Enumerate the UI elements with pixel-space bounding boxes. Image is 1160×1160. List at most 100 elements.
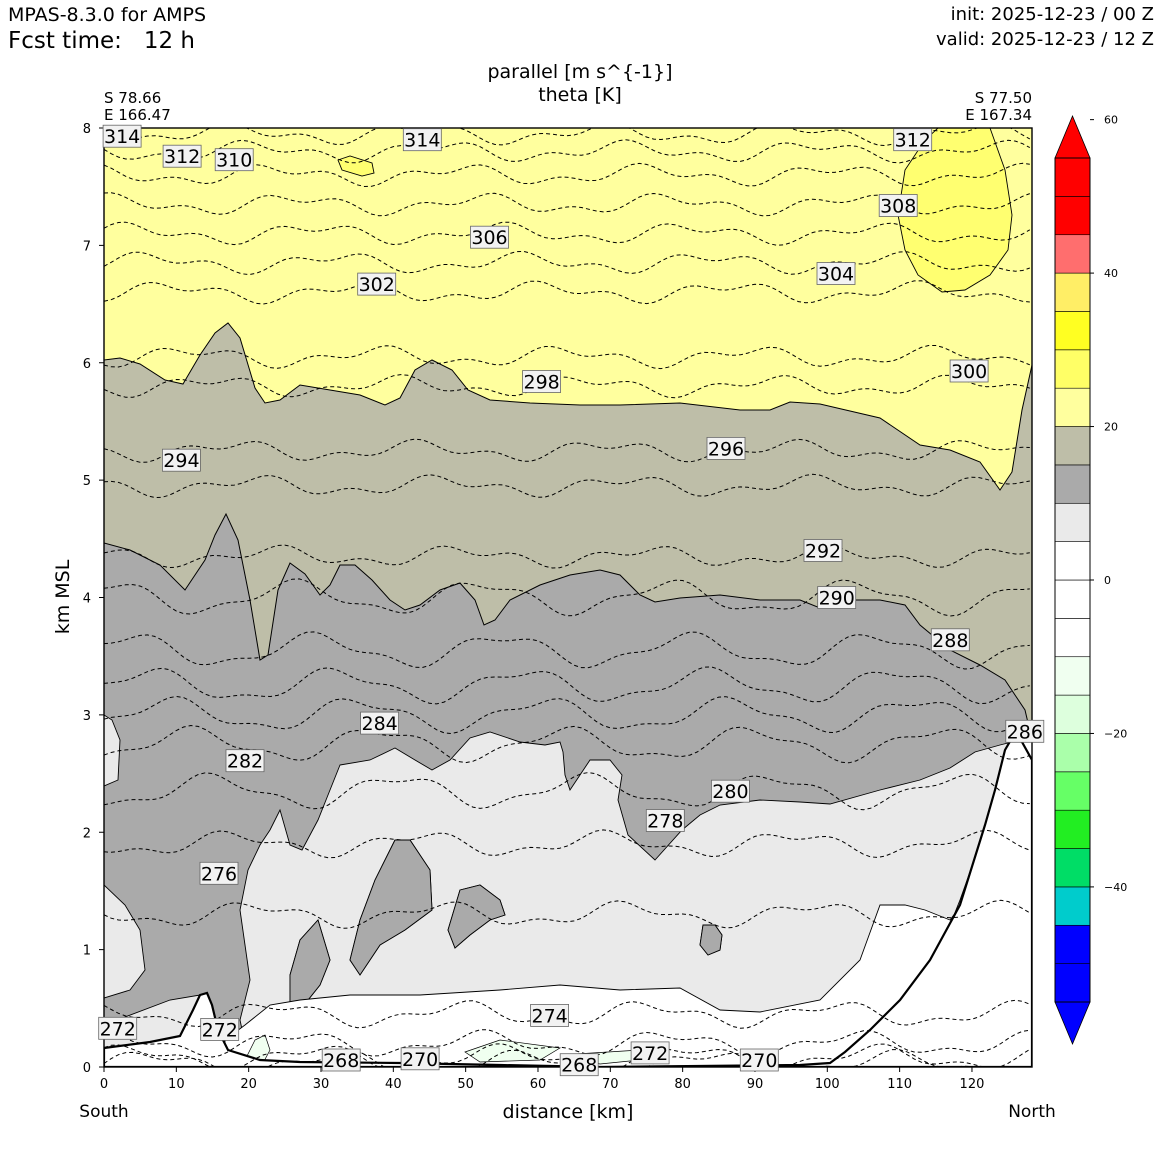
contour-label: 272	[630, 1041, 670, 1065]
chart-title: parallel [m s^{-1}]	[487, 61, 672, 83]
theta-contour-298	[104, 374, 1030, 399]
contour-label: 292	[803, 539, 843, 563]
south-label: South	[79, 1102, 128, 1122]
y-tick-label: 7	[83, 239, 91, 254]
contour-label-box	[225, 749, 265, 773]
contour-label: 314	[402, 128, 442, 152]
fill-gray-inner-islands	[289, 839, 723, 1011]
contour-label-box	[878, 194, 918, 217]
theta-contour-306	[104, 221, 1031, 246]
y-tick-label: 0	[83, 1061, 91, 1076]
x-tick-label: 80	[674, 1077, 691, 1092]
contour-label: 268	[321, 1048, 361, 1072]
x-tick-label: 10	[168, 1077, 185, 1092]
colorbar-tick-label: 0	[1104, 574, 1111, 587]
y-tick-label: 5	[83, 474, 91, 489]
contour-label: 274	[530, 1004, 569, 1027]
colorbar-segment	[1054, 848, 1091, 888]
contour-label: 286	[1005, 719, 1045, 743]
contour-label-text: 272	[632, 1043, 668, 1065]
contour-label-box	[893, 128, 933, 152]
contour-label: 304	[816, 262, 856, 286]
contour-label-box	[400, 1047, 440, 1071]
colorbar-segment	[1054, 272, 1091, 312]
colorbar-segment	[1054, 464, 1091, 504]
x-tick-label: 20	[240, 1077, 257, 1092]
filled-contours	[104, 128, 1032, 1067]
contour-label-box	[739, 1048, 779, 1072]
contour-label: 270	[739, 1048, 779, 1072]
contour-label-text: 282	[227, 751, 263, 773]
y-axis-ticks: 0 1 2 3 4 5 6 7 8	[83, 122, 104, 1076]
contour-label-text: 304	[818, 264, 854, 286]
chart-subtitle: theta [K]	[538, 84, 622, 106]
contour-label-text: 306	[471, 227, 507, 249]
x-tick-label: 30	[313, 1077, 330, 1092]
x-tick-label: 60	[530, 1077, 547, 1092]
contour-label-box	[200, 1018, 240, 1041]
colorbar-segment	[1054, 618, 1091, 658]
theta-contour-284	[104, 695, 1030, 735]
contour-label-box	[530, 1004, 569, 1027]
contour-label-box	[949, 359, 989, 383]
theta-contour-286	[104, 666, 1030, 705]
contour-label-text: 278	[647, 811, 683, 833]
theta-contour-312	[104, 139, 1031, 164]
theta-contour-300	[104, 345, 1030, 370]
contour-label-box	[522, 370, 561, 393]
contour-label: 310	[214, 148, 254, 172]
x-tick-label: 90	[747, 1077, 764, 1092]
theta-contour-302	[104, 280, 1030, 305]
contour-label: 308	[878, 194, 918, 218]
contour-label-text: 308	[880, 196, 916, 218]
contour-label-text: 314	[104, 126, 140, 148]
contour-label: 278	[645, 809, 685, 833]
contour-label-text: 314	[404, 130, 440, 152]
contour-label-text: 286	[1007, 721, 1043, 743]
x-tick-label: 100	[815, 1077, 840, 1092]
y-tick-label: 8	[83, 122, 91, 137]
x-axis-label: distance [km]	[503, 1101, 634, 1123]
contour-label-text: 288	[932, 630, 968, 652]
contour-label-text: 276	[201, 863, 237, 885]
contour-label: 270	[400, 1047, 440, 1071]
colorbar-segment	[1054, 234, 1091, 274]
x-tick-label: 40	[385, 1077, 402, 1092]
model-name: MPAS-8.3.0 for AMPS	[8, 4, 207, 26]
theta-contour-308	[104, 192, 1030, 217]
y-tick-label: 3	[83, 709, 91, 724]
theta-contour-288	[104, 631, 1030, 670]
colorbar-tick-label: 40	[1104, 267, 1118, 280]
contour-label-box	[321, 1048, 361, 1072]
contour-label-box	[817, 586, 857, 609]
colorbar-segment	[1054, 349, 1091, 389]
colorbar-segment	[1054, 771, 1091, 811]
contour-label-text: 294	[163, 450, 199, 472]
colorbar-segment	[1054, 387, 1091, 427]
y-axis-label: km MSL	[52, 559, 74, 634]
y-tick-label: 1	[83, 944, 91, 959]
contour-label-text: 290	[819, 588, 855, 610]
contour-label: 312	[893, 128, 933, 152]
contour-label-text: 268	[323, 1050, 359, 1072]
colorbar-segment	[1054, 196, 1091, 236]
north-label: North	[1008, 1102, 1056, 1122]
x-tick-label: 110	[887, 1077, 912, 1092]
contour-label: 306	[470, 225, 509, 249]
colorbar-segment	[1054, 809, 1091, 849]
contour-label-box	[402, 128, 442, 152]
x-tick-label: 120	[960, 1077, 985, 1092]
contour-label: 296	[706, 436, 746, 460]
contour-label: 302	[357, 272, 397, 296]
colorbar-segment	[1054, 886, 1091, 926]
contour-label-box	[102, 124, 142, 148]
contour-label-box	[470, 225, 509, 249]
contour-label-text: 312	[895, 130, 931, 152]
theta-contour-292	[104, 544, 1030, 569]
contour-label: 276	[199, 861, 239, 885]
theta-contour-276	[104, 899, 1031, 929]
colorbar-segment	[1054, 579, 1091, 619]
contour-label: 280	[711, 779, 750, 803]
contour-label-box	[98, 1016, 138, 1040]
forecast-time-value: 12 h	[143, 28, 195, 54]
